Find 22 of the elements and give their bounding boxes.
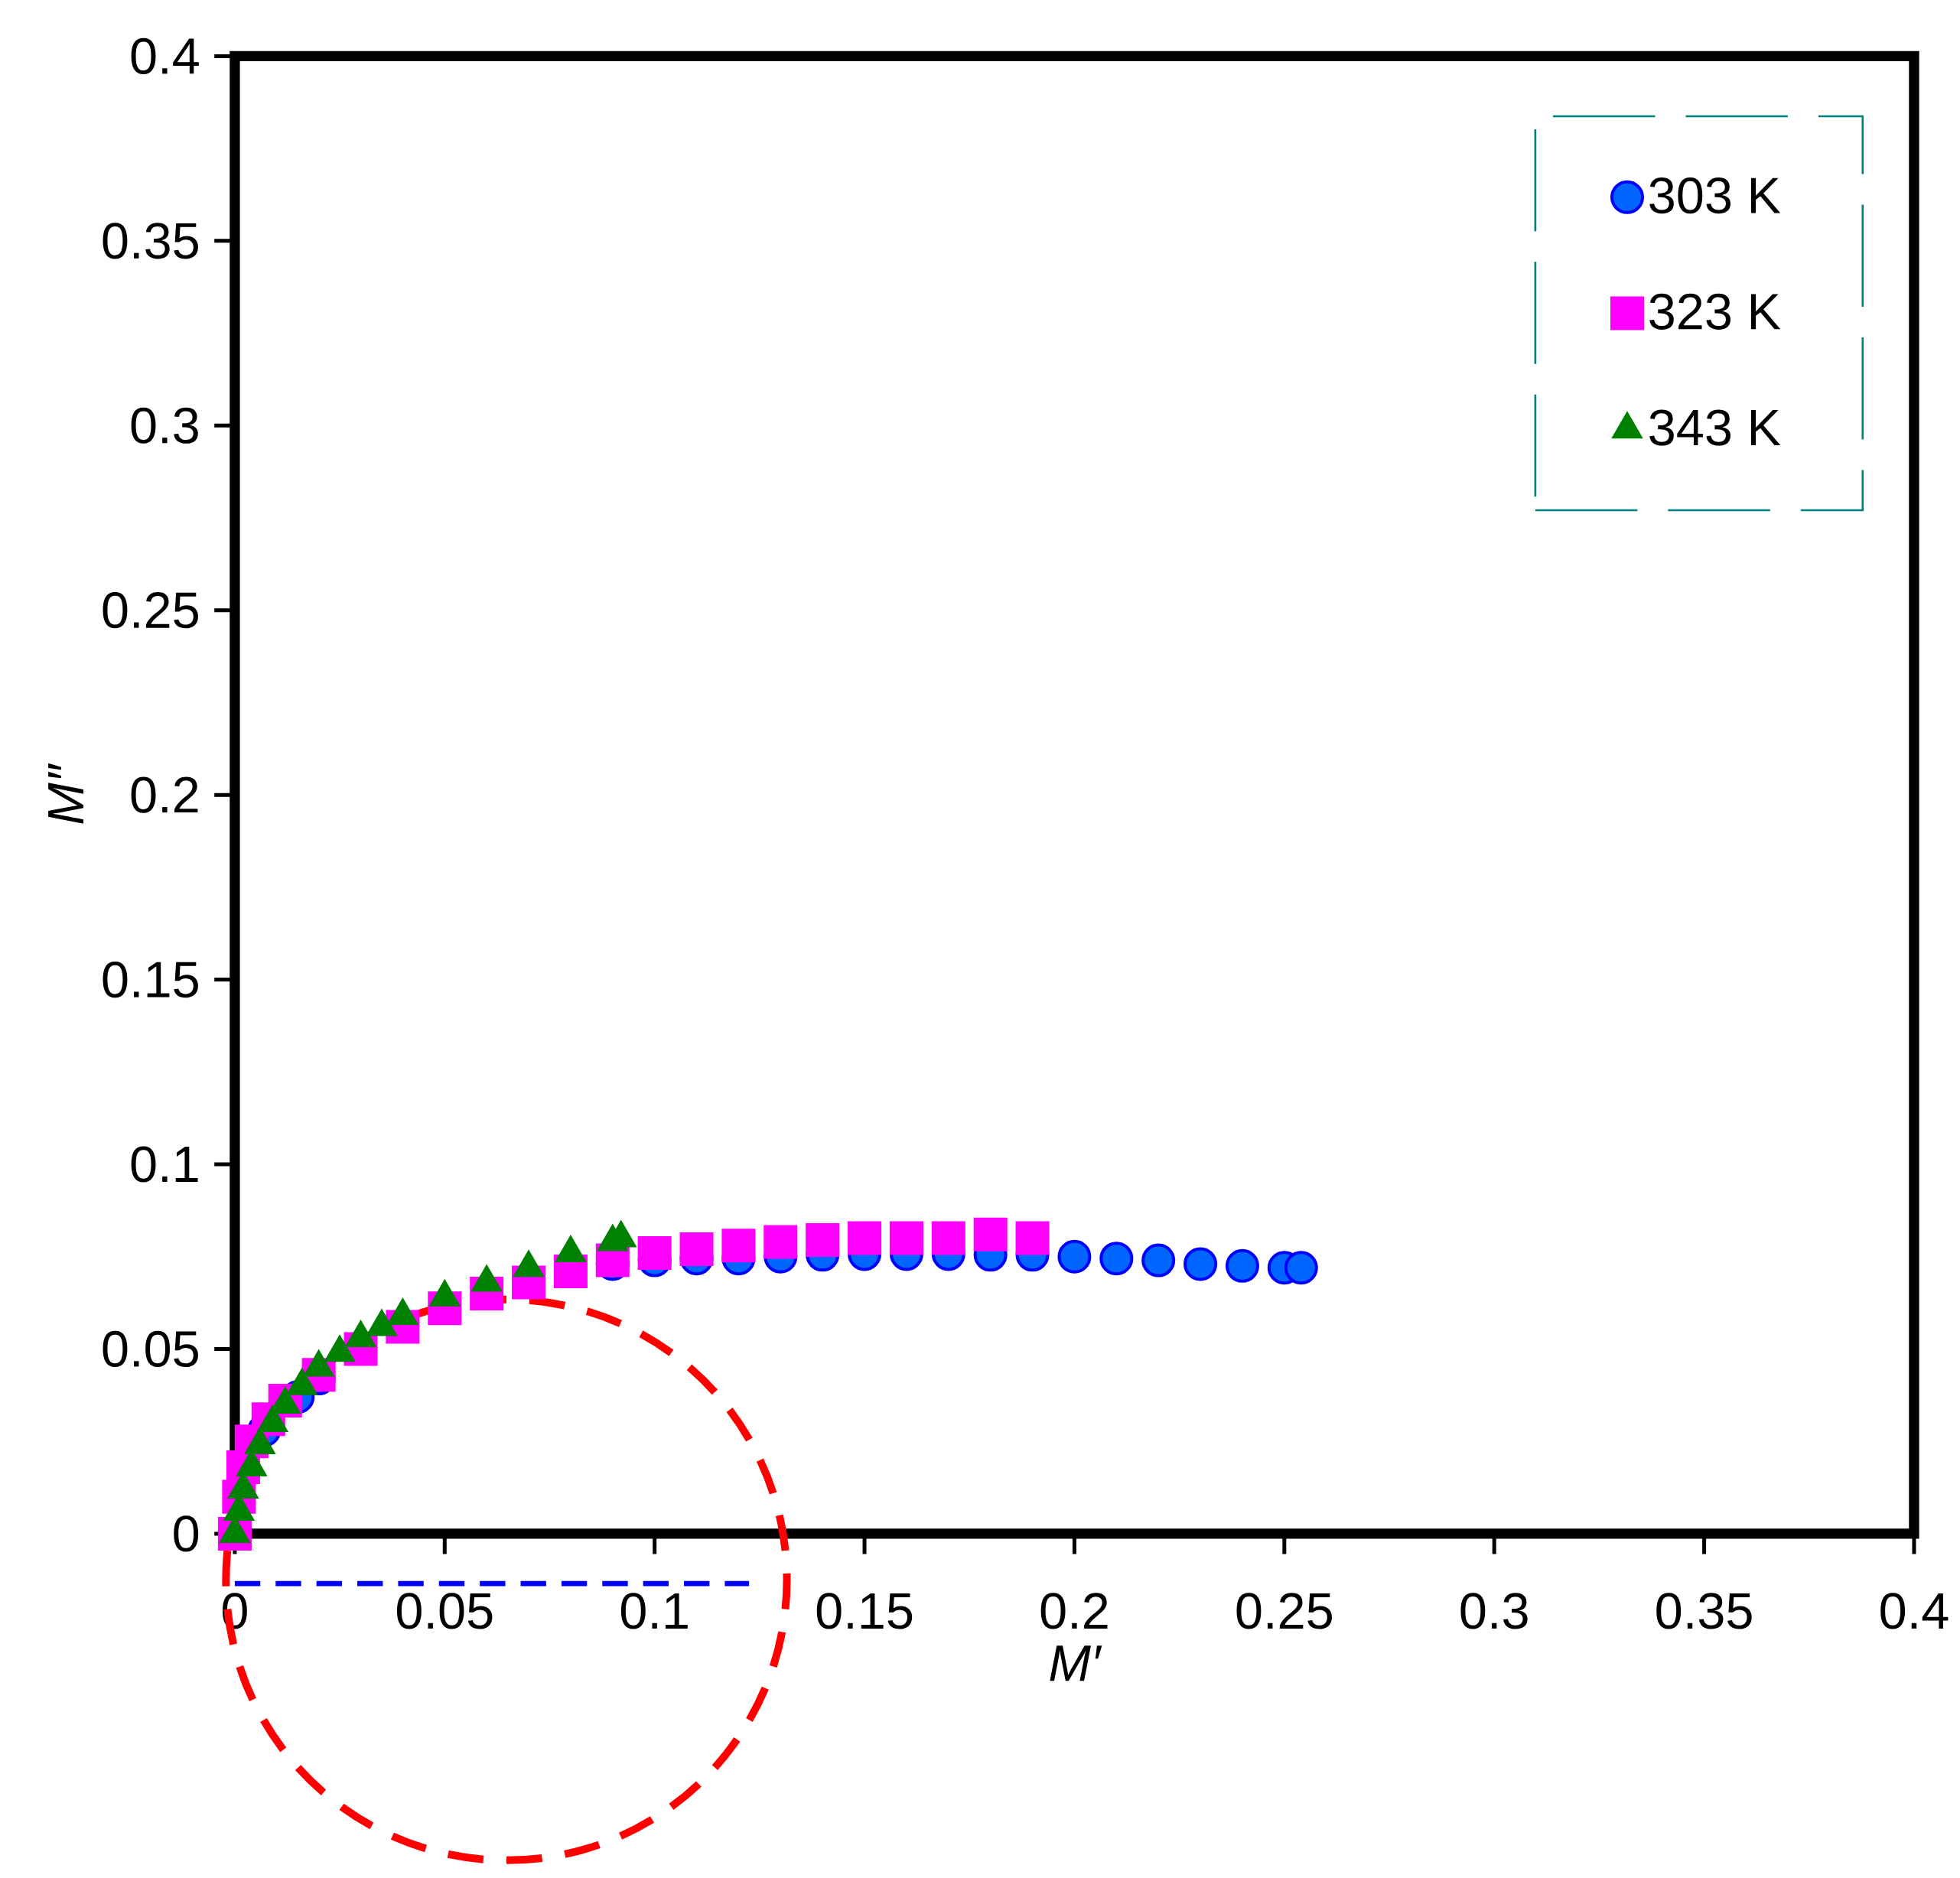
y-tick-label: 0.4 [131,37,199,74]
x-tick-label: 0.4 [1880,1593,1949,1629]
x-tick-label: 0.15 [816,1593,913,1629]
y-tick-label: 0.05 [103,1330,198,1367]
y-axis-title: M″ [48,763,83,824]
y-tick-label: 0 [174,1515,199,1552]
y-tick-label: 0.35 [103,223,198,259]
x-tick-label: 0.25 [1236,1593,1332,1629]
x-tick-label: 0.1 [620,1593,688,1629]
x-tick-label: 0.3 [1460,1593,1528,1629]
legend-label: 343 K [1649,409,1781,446]
legend-label: 303 K [1649,177,1781,214]
x-tick-label: 0.35 [1656,1593,1752,1629]
x-axis-title: M′ [1050,1645,1102,1681]
x-tick-label: 0.05 [396,1593,493,1629]
y-tick-label: 0.2 [131,776,198,813]
x-tick-label: 0.2 [1040,1593,1108,1629]
legend-label: 323 K [1649,293,1781,330]
y-tick-label: 0.25 [103,591,198,629]
y-tick-label: 0.15 [103,961,198,998]
y-tick-label: 0.3 [131,407,198,444]
y-tick-label: 0.1 [131,1146,198,1183]
